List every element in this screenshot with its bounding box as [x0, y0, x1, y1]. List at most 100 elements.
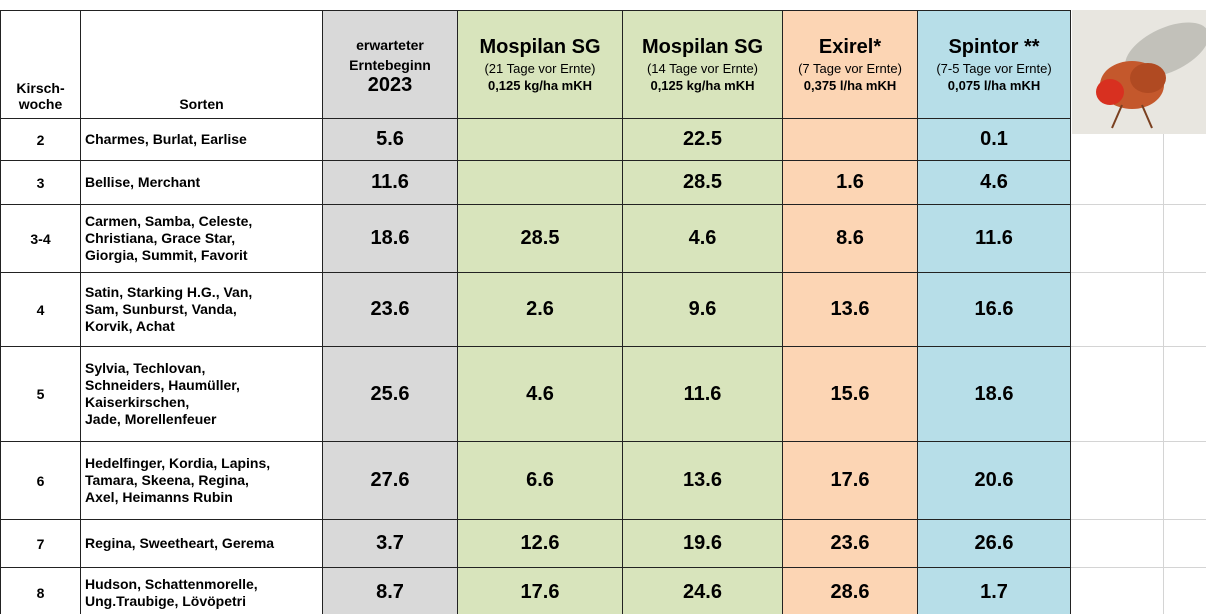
date-cell: 13.6	[783, 273, 918, 347]
cell-text: Hedelfinger, Kordia, Lapins,	[85, 455, 318, 472]
varieties-cell: Sylvia, Techlovan,Schneiders, Haumüller,…	[81, 347, 323, 442]
cell-text: Erntebeginn	[327, 55, 453, 75]
grid-line	[1070, 519, 1206, 520]
varieties-cell: Bellise, Merchant	[81, 161, 323, 205]
date-cell: 27.6	[323, 442, 458, 520]
date-cell: 23.6	[783, 520, 918, 568]
date-cell: 2.6	[458, 273, 623, 347]
cell-text: Ung.Traubige, Lövöpetri	[85, 593, 318, 610]
cell-text: Mospilan SG	[625, 34, 780, 60]
cell-text: Carmen, Samba, Celeste,	[85, 213, 318, 230]
cell-text: Charmes, Burlat, Earlise	[85, 131, 318, 148]
date-cell: 26.6	[918, 520, 1071, 568]
date-cell: 4.6	[623, 205, 783, 273]
cell-text: Hudson, Schattenmorelle,	[85, 576, 318, 593]
date-cell: 18.6	[918, 347, 1071, 442]
date-cell: 8.6	[783, 205, 918, 273]
date-cell: 0.1	[918, 119, 1071, 161]
date-cell: 11.6	[918, 205, 1071, 273]
varieties-cell: Hudson, Schattenmorelle,Ung.Traubige, Lö…	[81, 568, 323, 614]
date-cell: 5.6	[323, 119, 458, 161]
date-cell: 28.5	[623, 161, 783, 205]
date-cell: 4.6	[918, 161, 1071, 205]
cell-text: (14 Tage vor Ernte)	[625, 60, 780, 77]
cell-text: Sorten	[85, 96, 318, 112]
date-cell: 11.6	[323, 161, 458, 205]
cell-text: Exirel*	[785, 34, 915, 60]
cell-text: (7-5 Tage vor Ernte)	[920, 60, 1068, 77]
cell-text: (7 Tage vor Ernte)	[785, 60, 915, 77]
date-cell: 22.5	[623, 119, 783, 161]
cell-text: 0,125 kg/ha mKH	[460, 77, 620, 95]
cell-text: Korvik, Achat	[85, 318, 318, 335]
table-row: 3Bellise, Merchant11.628.51.64.6	[1, 161, 1071, 205]
week-cell: 5	[1, 347, 81, 442]
date-cell: 9.6	[623, 273, 783, 347]
date-cell: 4.6	[458, 347, 623, 442]
date-cell: 28.5	[458, 205, 623, 273]
page: {"table": { "header": [ {"lines": ["Kirs…	[0, 0, 1206, 614]
cell-text: Spintor **	[920, 34, 1068, 60]
cell-text: (21 Tage vor Ernte)	[460, 60, 620, 77]
varieties-cell: Hedelfinger, Kordia, Lapins,Tamara, Skee…	[81, 442, 323, 520]
date-cell: 18.6	[323, 205, 458, 273]
header-cell: Mospilan SG(14 Tage vor Ernte)0,125 kg/h…	[623, 11, 783, 119]
grid-line	[1070, 567, 1206, 568]
grid-line	[1070, 441, 1206, 442]
cell-text: Sam, Sunburst, Vanda,	[85, 301, 318, 318]
date-cell: 11.6	[623, 347, 783, 442]
table-row: 7Regina, Sweetheart, Gerema3.712.619.623…	[1, 520, 1071, 568]
cell-text: Regina, Sweetheart, Gerema	[85, 535, 318, 552]
cell-text: Satin, Starking H.G., Van,	[85, 284, 318, 301]
date-cell	[458, 119, 623, 161]
week-cell: 3-4	[1, 205, 81, 273]
cell-text: Axel, Heimanns Rubin	[85, 489, 318, 506]
grid-line	[1070, 204, 1206, 205]
varieties-cell: Charmes, Burlat, Earlise	[81, 119, 323, 161]
date-cell: 12.6	[458, 520, 623, 568]
date-cell: 1.6	[783, 161, 918, 205]
varieties-cell: Carmen, Samba, Celeste,Christiana, Grace…	[81, 205, 323, 273]
date-cell: 23.6	[323, 273, 458, 347]
cell-text: Giorgia, Summit, Favorit	[85, 247, 318, 264]
date-cell: 25.6	[323, 347, 458, 442]
date-cell: 17.6	[458, 568, 623, 614]
cell-text: erwarteter	[327, 35, 453, 55]
date-cell: 19.6	[623, 520, 783, 568]
date-cell	[458, 161, 623, 205]
date-cell: 17.6	[783, 442, 918, 520]
date-cell: 28.6	[783, 568, 918, 614]
varieties-cell: Regina, Sweetheart, Gerema	[81, 520, 323, 568]
date-cell: 16.6	[918, 273, 1071, 347]
cell-text: Bellise, Merchant	[85, 174, 318, 191]
date-cell	[783, 119, 918, 161]
cell-text: Kaiserkirschen,	[85, 394, 318, 411]
fly-image	[1072, 10, 1206, 134]
cell-text: Jade, Morellenfeuer	[85, 411, 318, 428]
cell-text: 2023	[327, 75, 453, 95]
cell-text: Sylvia, Techlovan,	[85, 360, 318, 377]
cell-text: Tamara, Skeena, Regina,	[85, 472, 318, 489]
cell-text: woche	[5, 96, 76, 112]
date-cell: 24.6	[623, 568, 783, 614]
header-cell: Kirsch-woche	[1, 11, 81, 119]
grid-line	[1070, 346, 1206, 347]
week-cell: 6	[1, 442, 81, 520]
week-cell: 4	[1, 273, 81, 347]
cell-text: 0,075 l/ha mKH	[920, 77, 1068, 95]
header-cell: Exirel*(7 Tage vor Ernte)0,375 l/ha mKH	[783, 11, 918, 119]
header-cell: Sorten	[81, 11, 323, 119]
date-cell: 13.6	[623, 442, 783, 520]
grid-line	[1070, 272, 1206, 273]
date-cell: 3.7	[323, 520, 458, 568]
cell-text: Mospilan SG	[460, 34, 620, 60]
week-cell: 8	[1, 568, 81, 614]
